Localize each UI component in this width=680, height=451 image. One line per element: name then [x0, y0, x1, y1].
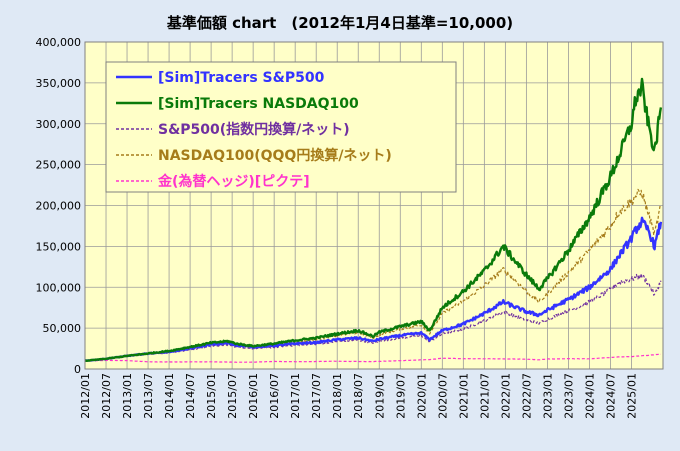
legend-label-4: 金(為替ヘッジ)[ピクテ] — [157, 173, 310, 190]
chart-title: 基準価額 chart (2012年1月4日基準=10,000) — [166, 14, 513, 32]
legend-label-1: [Sim]Tracers NASDAQ100 — [158, 96, 359, 112]
x-tick-label: 2017/07 — [310, 373, 323, 419]
x-tick-label: 2012/01 — [79, 373, 92, 419]
x-axis: 2012/01 2012/07 2013/01 2013/07 2014/01 2014/… — [79, 373, 638, 419]
legend-label-2: S&P500(指数円換算/ネット) — [158, 121, 350, 138]
series-line-1 — [84, 77, 663, 362]
x-tick-label: 2014/07 — [184, 373, 197, 419]
x-tick-label: 2020/07 — [436, 373, 449, 419]
x-tick-label: 2013/07 — [142, 373, 155, 419]
x-tick-label: 2019/01 — [373, 373, 386, 419]
y-tick-label: 150,000 — [36, 240, 82, 253]
x-tick-label: 2023/01 — [541, 373, 554, 419]
x-tick-label: 2012/07 — [100, 373, 113, 419]
y-tick-label: 200,000 — [36, 200, 82, 213]
legend-box — [105, 61, 457, 193]
y-tick-label: 50,000 — [43, 322, 82, 335]
x-tick-label: 2017/01 — [289, 373, 302, 419]
x-tick-label: 2016/01 — [247, 373, 260, 419]
series-group — [84, 77, 663, 363]
x-tick-label: 2022/07 — [520, 373, 533, 419]
x-tick-label: 2018/07 — [352, 373, 365, 419]
y-tick-label: 400,000 — [36, 36, 82, 49]
x-tick-label: 2014/01 — [163, 373, 176, 419]
x-tick-label: 2013/01 — [121, 373, 134, 419]
y-tick-label: 300,000 — [36, 118, 82, 131]
x-tick-label: 2024/07 — [604, 373, 617, 419]
x-tick-label: 2022/01 — [499, 373, 512, 419]
legend-label-0: [Sim]Tracers S&P500 — [158, 70, 325, 86]
x-tick-label: 2025/01 — [625, 373, 638, 419]
y-tick-label: 250,000 — [36, 159, 82, 172]
x-tick-label: 2020/01 — [415, 373, 428, 419]
y-tick-label: 350,000 — [36, 77, 82, 90]
legend: [Sim]Tracers S&P500 [Sim]Tracers NASDAQ10… — [105, 61, 457, 193]
y-axis: 0 50,000 100,000 150,000 200,000 250,000 300,0… — [36, 36, 82, 376]
x-tick-label: 2021/07 — [478, 373, 491, 419]
x-tick-label: 2015/07 — [226, 373, 239, 419]
x-tick-label: 2019/07 — [394, 373, 407, 419]
x-tick-label: 2021/01 — [457, 373, 470, 419]
y-tick-label: 0 — [74, 363, 81, 376]
plot-border — [84, 41, 664, 370]
series-line-4 — [85, 353, 662, 363]
y-tick-label: 100,000 — [36, 281, 82, 294]
x-tick-label: 2023/07 — [562, 373, 575, 419]
x-tick-label: 2024/01 — [583, 373, 596, 419]
x-tick-label: 2016/07 — [268, 373, 281, 419]
x-tick-label: 2015/01 — [205, 373, 218, 419]
legend-label-3: NASDAQ100(QQQ円換算/ネット) — [158, 147, 392, 164]
series-line-0 — [84, 216, 663, 362]
x-tick-label: 2018/01 — [331, 373, 344, 419]
